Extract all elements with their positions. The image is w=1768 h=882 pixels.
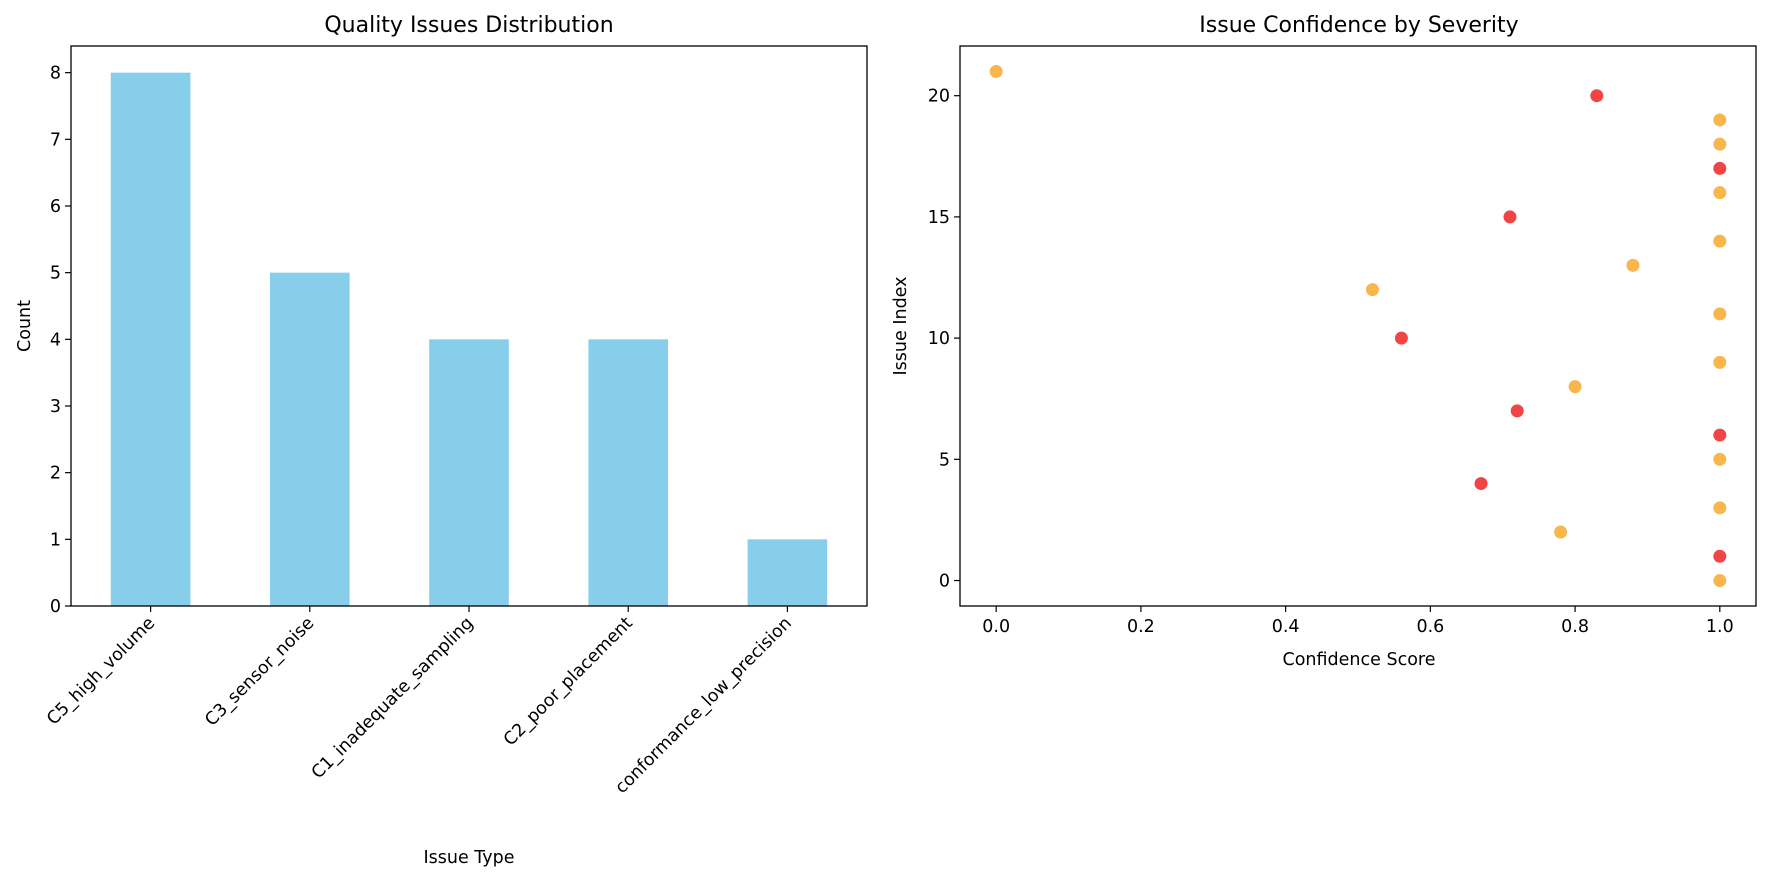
scatter-chart-panel: Issue Confidence by Severity 0 5 10 15 20 0.… <box>891 13 1757 670</box>
scatter-point-medium <box>1713 234 1727 248</box>
scatter-point-medium <box>1713 137 1727 151</box>
bar-marks <box>110 72 828 606</box>
bar-x-axis-label: Issue Type <box>423 848 514 868</box>
bar-y-tick-label: 5 <box>50 264 61 284</box>
bar-y-tick-label: 1 <box>50 530 61 550</box>
scatter-point-medium <box>1713 113 1727 127</box>
bar-C1_inadequate_sampling <box>429 339 509 606</box>
scatter-marks <box>989 64 1727 588</box>
scatter-point-high <box>1394 331 1408 345</box>
scatter-x-tick-label: 0.8 <box>1561 617 1589 637</box>
scatter-point-medium <box>1365 283 1379 297</box>
bar-conformance_low_precision <box>747 539 828 606</box>
scatter-point-high <box>1590 89 1604 103</box>
scatter-point-high <box>1503 210 1517 224</box>
scatter-point-medium <box>1713 452 1727 466</box>
scatter-y-tick-label: 15 <box>928 208 950 228</box>
scatter-point-medium <box>1713 355 1727 369</box>
bar-C5_high_volume <box>110 72 191 606</box>
scatter-point-medium <box>1713 574 1727 588</box>
bar-y-tick-label: 8 <box>50 64 61 84</box>
bar-chart-title: Quality Issues Distribution <box>324 13 613 38</box>
scatter-chart-title: Issue Confidence by Severity <box>1199 13 1518 38</box>
bar-y-axis-label: Count <box>15 300 35 352</box>
scatter-point-medium <box>1713 186 1727 200</box>
scatter-point-medium <box>989 64 1003 78</box>
scatter-y-tick-label: 5 <box>939 450 950 470</box>
bar-y-tick-label: 4 <box>50 330 61 350</box>
bar-y-tick-label: 7 <box>50 130 61 150</box>
scatter-point-medium <box>1713 307 1727 321</box>
scatter-y-axis-label: Issue Index <box>891 277 911 376</box>
bar-y-tick-label: 0 <box>50 597 61 617</box>
scatter-x-tick-label: 1.0 <box>1706 617 1734 637</box>
scatter-point-high <box>1510 404 1524 418</box>
scatter-x-axis-label: Confidence Score <box>1283 650 1436 670</box>
scatter-point-medium <box>1568 380 1582 394</box>
scatter-point-medium <box>1626 258 1640 272</box>
bar-y-ticks: 0 1 2 3 4 5 6 7 8 <box>50 64 71 617</box>
bar-y-tick-label: 2 <box>50 464 61 484</box>
scatter-point-medium <box>1713 501 1727 515</box>
scatter-x-tick-label: 0.4 <box>1272 617 1300 637</box>
scatter-x-tick-label: 0.2 <box>1127 617 1155 637</box>
scatter-point-high <box>1474 477 1488 491</box>
scatter-x-tick-label: 0.0 <box>982 617 1010 637</box>
scatter-x-ticks: 0.0 0.2 0.4 0.6 0.8 1.0 <box>982 606 1734 637</box>
bar-y-tick-label: 3 <box>50 397 61 417</box>
scatter-point-medium <box>1554 525 1568 539</box>
scatter-point-high <box>1713 428 1727 442</box>
scatter-x-tick-label: 0.6 <box>1416 617 1444 637</box>
scatter-y-tick-label: 0 <box>939 572 950 592</box>
scatter-y-tick-label: 10 <box>928 329 950 349</box>
scatter-plot-frame <box>959 45 1757 607</box>
bar-y-tick-label: 6 <box>50 197 61 217</box>
bar-C2_poor_placement <box>588 339 668 606</box>
scatter-point-high <box>1713 161 1727 175</box>
scatter-y-ticks: 0 5 10 15 20 <box>928 87 960 592</box>
scatter-y-tick-label: 20 <box>928 87 950 107</box>
bar-C3_sensor_noise <box>270 272 350 606</box>
scatter-point-high <box>1713 549 1727 563</box>
